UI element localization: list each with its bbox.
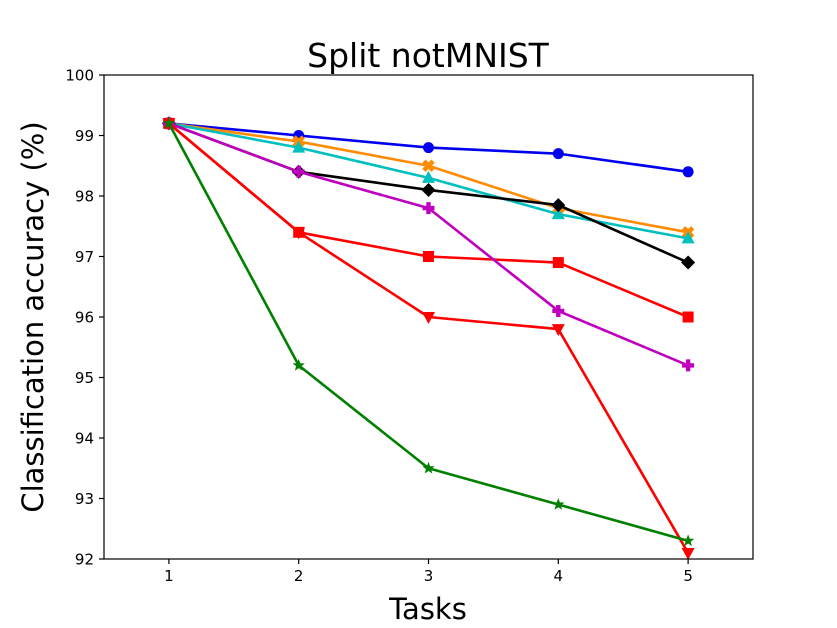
series-7-point-2: [422, 461, 435, 474]
series-4-point-4: [682, 311, 694, 323]
series-3-point-3: [551, 198, 566, 213]
series-6-point-3: [551, 324, 565, 337]
y-tick-label: 100: [65, 67, 94, 85]
series-0-point-3: [552, 148, 564, 160]
chart-title: Split notMNIST: [307, 36, 550, 75]
y-tick-label: 99: [75, 127, 94, 145]
series-0-point-4: [682, 166, 694, 178]
x-tick-label: 5: [683, 567, 693, 585]
series-7-point-1: [292, 358, 305, 371]
y-axis: 92 93 94 95 96 97 98 99 100: [65, 67, 104, 569]
y-tick-label: 93: [75, 490, 94, 508]
y-tick-label: 98: [75, 188, 94, 206]
series-7-point-4: [681, 534, 695, 547]
series-0-point-2: [423, 142, 434, 154]
series-7: [162, 116, 695, 547]
series-2-point-2: [422, 170, 435, 183]
x-axis-label: Tasks: [388, 592, 467, 626]
y-tick-label: 92: [75, 551, 94, 569]
series-5-point-2: [422, 202, 435, 215]
plot-series: [161, 116, 696, 560]
plot-frame: [103, 74, 754, 560]
series-6-point-1: [292, 227, 306, 240]
series-2: [162, 116, 695, 244]
y-tick-label: 96: [75, 309, 94, 327]
series-3-point-2: [421, 182, 436, 197]
series-7-point-3: [552, 498, 565, 510]
y-tick-label: 95: [75, 369, 94, 387]
x-tick-label: 2: [294, 567, 304, 585]
y-axis-label: Classification accuracy (%): [16, 121, 50, 512]
series-2-point-3: [551, 207, 565, 220]
series-3: [161, 116, 696, 270]
series-4-point-2: [423, 251, 434, 262]
x-tick-label: 1: [164, 567, 174, 585]
series-3-point-4: [681, 255, 696, 270]
series-1-point-2: [422, 159, 435, 172]
y-tick-label: 97: [75, 248, 94, 266]
x-tick-label: 3: [424, 567, 434, 585]
series-2-point-1: [292, 140, 306, 153]
series-5-point-4: [682, 359, 695, 372]
series-5-point-3: [552, 304, 565, 317]
series-4-point-3: [552, 257, 564, 269]
y-tick-label: 94: [75, 430, 94, 448]
series-7-point-0: [162, 116, 176, 129]
series-5-point-1: [292, 165, 305, 178]
series-6-point-2: [422, 312, 435, 324]
x-axis: 1 2 3 4 5: [164, 559, 693, 585]
x-tick-label: 4: [554, 567, 564, 585]
series-6-point-4: [681, 547, 695, 560]
series-5: [162, 117, 695, 372]
series-2-point-4: [681, 231, 695, 244]
